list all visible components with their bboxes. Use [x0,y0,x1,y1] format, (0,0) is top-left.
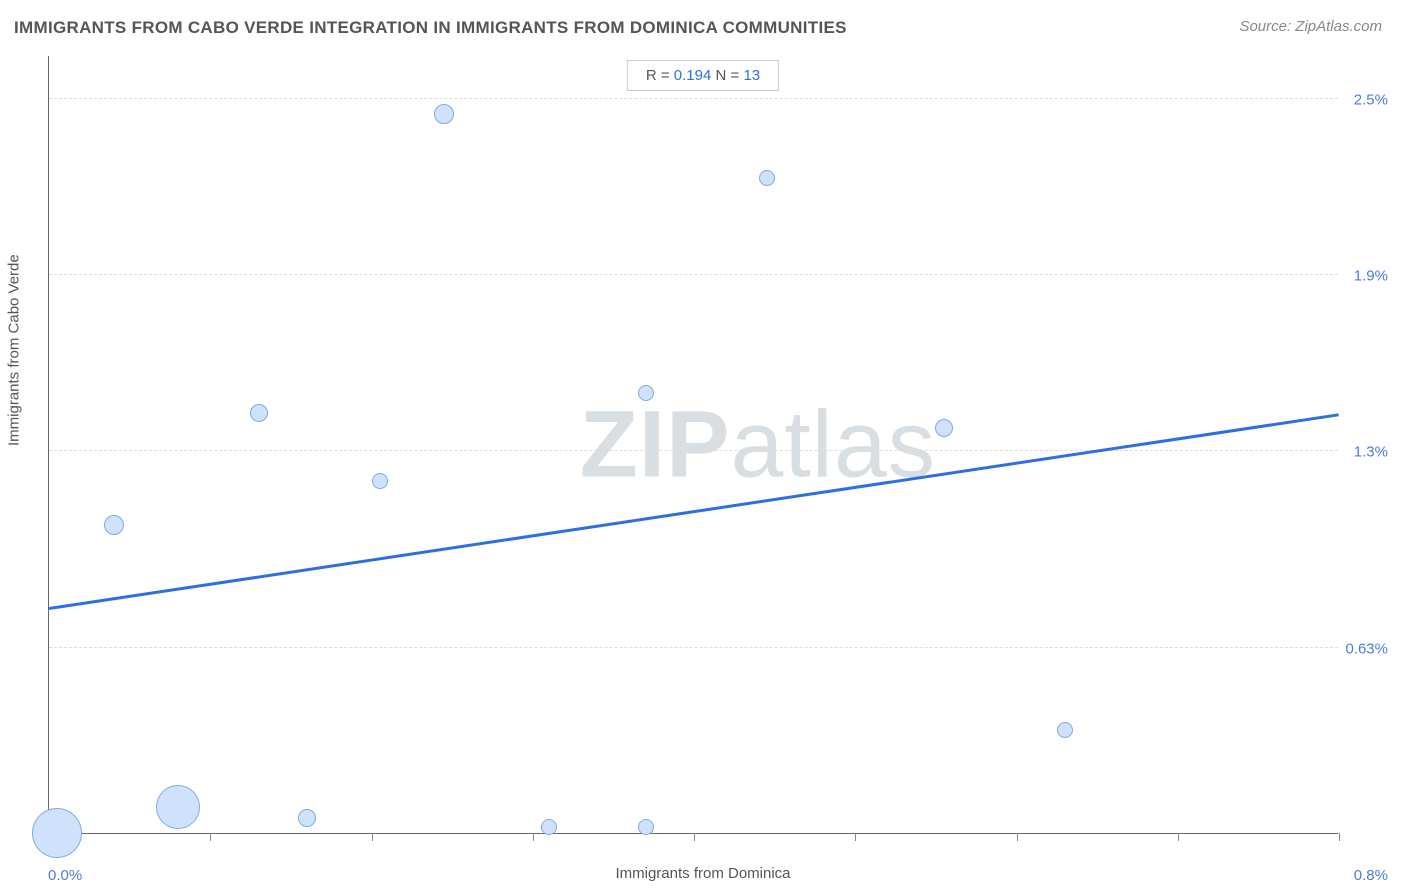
data-point [759,170,775,186]
trend-line [49,414,1339,610]
data-point [638,819,654,835]
x-tick-mark [533,833,534,841]
data-point [638,385,654,401]
data-point [372,473,388,489]
watermark-atlas: atlas [731,391,937,497]
gridline [49,450,1338,451]
x-tick-mark [1339,833,1340,841]
watermark-zip: ZIP [580,391,731,497]
y-tick-label: 1.9% [1354,268,1388,285]
n-label: N = [711,67,743,84]
x-tick-mark [210,833,211,841]
x-tick-mark [855,833,856,841]
x-tick-mark [1017,833,1018,841]
r-value: 0.194 [674,67,712,84]
gridline [49,274,1338,275]
data-point [156,785,200,829]
y-axis-label: Immigrants from Cabo Verde [6,254,23,446]
y-tick-label: 1.3% [1354,444,1388,461]
data-point [935,419,953,437]
r-label: R = [646,67,674,84]
source-attribution: Source: ZipAtlas.com [1239,18,1382,35]
data-point [541,819,557,835]
y-tick-label: 0.63% [1345,641,1388,658]
x-axis-label: Immigrants from Dominica [615,865,790,882]
plot-area: ZIPatlas [48,56,1338,834]
data-point [434,104,454,124]
data-point [32,808,82,858]
x-tick-max: 0.8% [1354,867,1388,884]
x-tick-mark [372,833,373,841]
x-tick-mark [694,833,695,841]
x-tick-mark [1178,833,1179,841]
chart-title: IMMIGRANTS FROM CABO VERDE INTEGRATION I… [14,18,847,38]
n-value: 13 [743,67,760,84]
data-point [250,404,268,422]
gridline [49,98,1338,99]
data-point [1057,722,1073,738]
data-point [104,515,124,535]
data-point [298,809,316,827]
x-tick-min: 0.0% [48,867,82,884]
stats-box: R = 0.194 N = 13 [627,60,779,91]
gridline [49,647,1338,648]
y-tick-label: 2.5% [1354,92,1388,109]
